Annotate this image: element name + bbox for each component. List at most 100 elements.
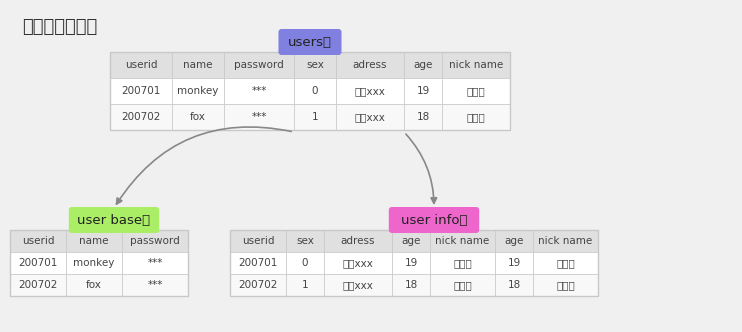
Text: sex: sex xyxy=(296,236,314,246)
Bar xyxy=(172,52,224,78)
Text: 张金海: 张金海 xyxy=(556,258,575,268)
Bar xyxy=(430,274,495,296)
Bar xyxy=(336,104,404,130)
Bar xyxy=(286,274,324,296)
Text: fox: fox xyxy=(86,280,102,290)
Text: password: password xyxy=(234,60,284,70)
FancyBboxPatch shape xyxy=(389,207,479,233)
Bar xyxy=(495,230,533,252)
Text: 19: 19 xyxy=(416,86,430,96)
Bar xyxy=(122,252,188,274)
Text: monkey: monkey xyxy=(177,86,219,96)
Bar xyxy=(294,78,336,104)
Text: 18: 18 xyxy=(404,280,418,290)
Text: adress: adress xyxy=(352,60,387,70)
Bar xyxy=(294,104,336,130)
Bar xyxy=(224,104,294,130)
FancyArrowPatch shape xyxy=(116,127,292,204)
Bar xyxy=(392,274,430,296)
Text: nick name: nick name xyxy=(436,236,490,246)
Text: 0: 0 xyxy=(302,258,308,268)
Text: nick name: nick name xyxy=(539,236,593,246)
Bar xyxy=(404,52,442,78)
Bar xyxy=(224,52,294,78)
Bar xyxy=(533,274,598,296)
Text: 1: 1 xyxy=(312,112,318,122)
Bar xyxy=(110,104,172,130)
Text: 湖南xxx: 湖南xxx xyxy=(355,86,385,96)
Text: 北京xxx: 北京xxx xyxy=(343,280,373,290)
Text: age: age xyxy=(401,236,421,246)
Text: sex: sex xyxy=(306,60,324,70)
Text: 陈老师: 陈老师 xyxy=(467,112,485,122)
Bar xyxy=(430,252,495,274)
Text: 200701: 200701 xyxy=(19,258,58,268)
Bar xyxy=(230,274,286,296)
FancyBboxPatch shape xyxy=(278,29,341,55)
Bar xyxy=(336,52,404,78)
Text: 垂直分表示例图: 垂直分表示例图 xyxy=(22,18,97,36)
Text: 湖南xxx: 湖南xxx xyxy=(343,258,373,268)
Text: 1: 1 xyxy=(302,280,309,290)
Text: user base表: user base表 xyxy=(77,213,151,226)
Text: ***: *** xyxy=(252,86,266,96)
Text: name: name xyxy=(79,236,109,246)
Text: monkey: monkey xyxy=(73,258,115,268)
Bar xyxy=(442,78,510,104)
Text: 张金海: 张金海 xyxy=(453,258,472,268)
Text: password: password xyxy=(130,236,180,246)
Bar xyxy=(10,252,66,274)
Bar xyxy=(122,274,188,296)
Bar xyxy=(172,78,224,104)
Text: ***: *** xyxy=(148,258,162,268)
Text: age: age xyxy=(505,236,524,246)
Bar xyxy=(10,274,66,296)
Bar xyxy=(294,52,336,78)
Bar xyxy=(66,274,122,296)
Bar xyxy=(66,252,122,274)
Text: nick name: nick name xyxy=(449,60,503,70)
Bar xyxy=(286,252,324,274)
Bar xyxy=(10,230,188,296)
Text: user info表: user info表 xyxy=(401,213,467,226)
Bar xyxy=(230,230,598,296)
Bar xyxy=(110,52,172,78)
Bar xyxy=(286,230,324,252)
Text: userid: userid xyxy=(22,236,54,246)
Text: 北京xxx: 北京xxx xyxy=(355,112,385,122)
Bar xyxy=(110,52,510,130)
Text: 200702: 200702 xyxy=(19,280,58,290)
Text: 200701: 200701 xyxy=(238,258,278,268)
Bar xyxy=(392,230,430,252)
Bar xyxy=(324,230,392,252)
Text: userid: userid xyxy=(242,236,275,246)
Bar xyxy=(442,52,510,78)
Bar xyxy=(533,230,598,252)
Bar xyxy=(495,274,533,296)
Text: userid: userid xyxy=(125,60,157,70)
Bar xyxy=(10,230,66,252)
Text: ***: *** xyxy=(148,280,162,290)
Text: 200702: 200702 xyxy=(238,280,278,290)
Text: name: name xyxy=(183,60,213,70)
Text: adress: adress xyxy=(341,236,375,246)
Bar xyxy=(495,252,533,274)
Text: 200701: 200701 xyxy=(121,86,161,96)
Bar xyxy=(336,78,404,104)
Text: 张金海: 张金海 xyxy=(467,86,485,96)
Text: 200702: 200702 xyxy=(121,112,161,122)
Bar xyxy=(122,230,188,252)
Bar xyxy=(404,104,442,130)
Text: 18: 18 xyxy=(416,112,430,122)
Bar xyxy=(224,78,294,104)
Bar xyxy=(392,252,430,274)
Text: 19: 19 xyxy=(404,258,418,268)
Bar xyxy=(533,252,598,274)
Text: 陈老师: 陈老师 xyxy=(556,280,575,290)
Text: 19: 19 xyxy=(508,258,521,268)
Bar xyxy=(230,252,286,274)
Bar xyxy=(110,78,172,104)
Bar xyxy=(230,230,286,252)
Text: age: age xyxy=(413,60,433,70)
Text: fox: fox xyxy=(190,112,206,122)
